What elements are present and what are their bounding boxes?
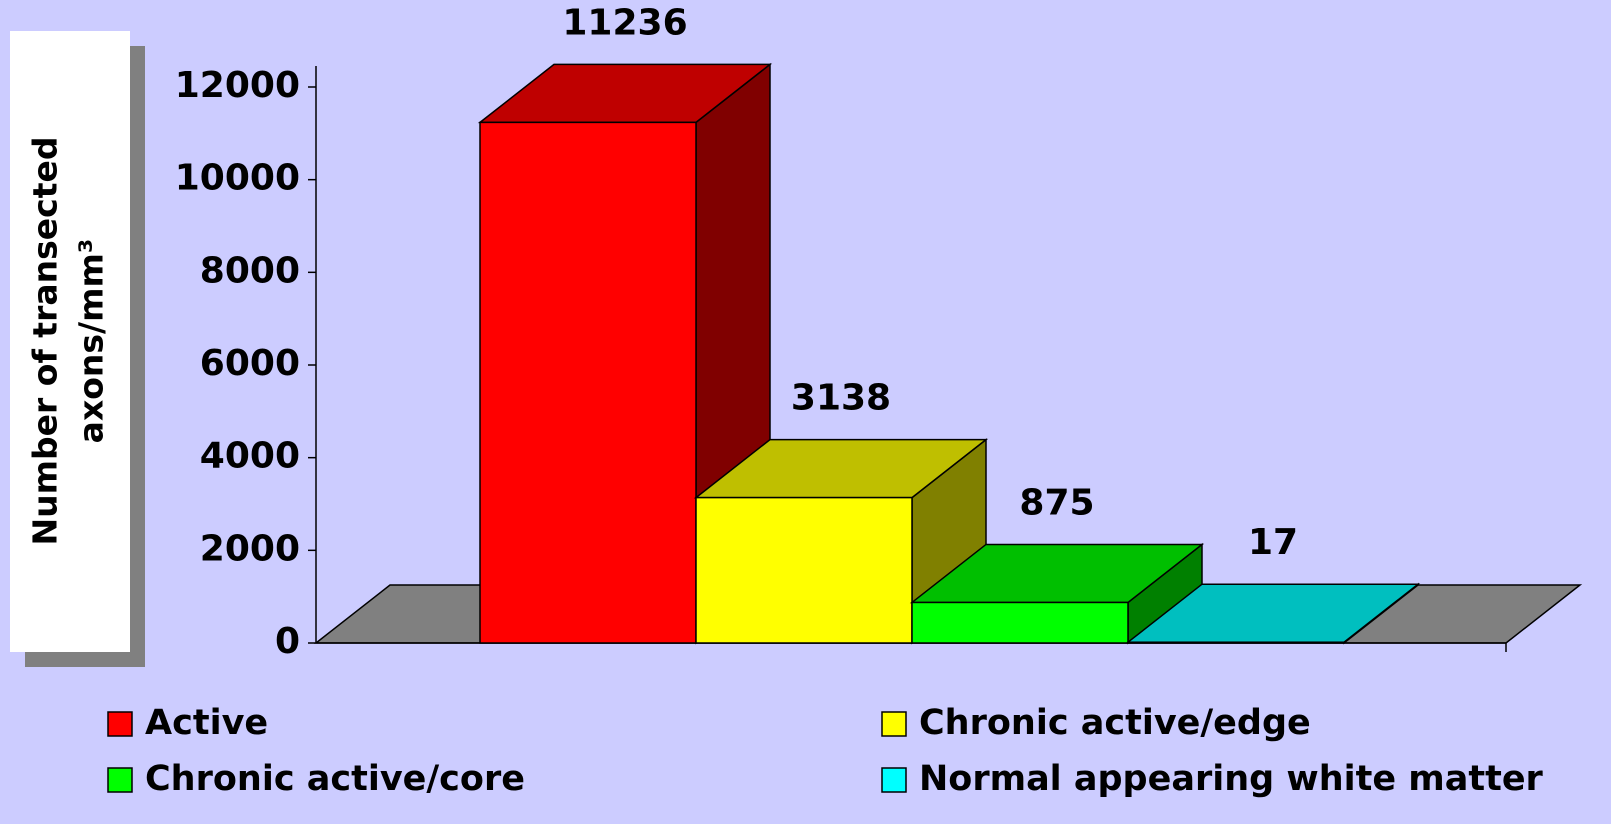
legend-swatch xyxy=(107,767,133,793)
legend-swatch xyxy=(881,767,907,793)
y-tick-label: 12000 xyxy=(175,65,300,106)
legend-label: Chronic active/core xyxy=(145,759,525,799)
bar xyxy=(693,438,989,645)
bar xyxy=(909,542,1205,645)
y-tick-label: 6000 xyxy=(200,343,300,384)
y-label-line: Number of transected xyxy=(26,137,65,546)
bar-front xyxy=(1127,641,1345,644)
legend-label: Chronic active/edge xyxy=(919,703,1311,743)
bar-front xyxy=(479,121,697,644)
y-tick-label: 4000 xyxy=(200,436,300,477)
value-label: 875 xyxy=(1019,482,1094,523)
y-tick-label: 10000 xyxy=(175,158,300,199)
legend-label: Active xyxy=(145,703,268,743)
y-label: Number of transected axons/mm³ xyxy=(26,137,111,546)
legend-label: Normal appearing white matter xyxy=(919,759,1544,799)
y-label-box xyxy=(10,31,130,652)
bar-front xyxy=(911,601,1129,644)
y-tick-label: 8000 xyxy=(200,250,300,291)
value-label: 11236 xyxy=(562,2,687,43)
legend-swatch xyxy=(881,711,907,737)
legend-swatch xyxy=(107,711,133,737)
value-label: 3138 xyxy=(791,378,891,419)
value-label: 17 xyxy=(1248,522,1298,563)
y-label-line: axons/mm³ xyxy=(72,239,111,444)
y-tick-label: 2000 xyxy=(200,528,300,569)
bar xyxy=(1125,582,1421,645)
y-tick-label: 0 xyxy=(275,621,300,662)
bar-front xyxy=(695,496,913,644)
